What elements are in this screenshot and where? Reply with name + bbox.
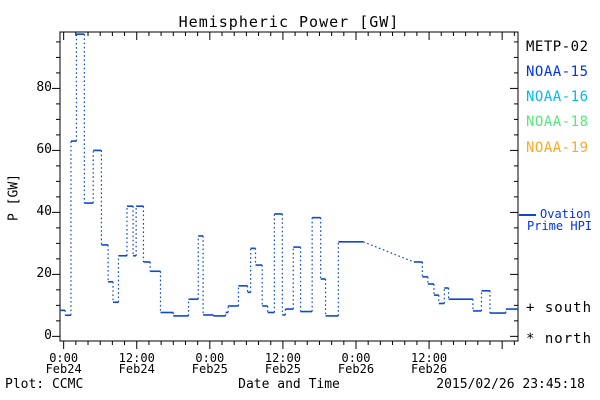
line-sample-icon (519, 213, 536, 216)
x-tick-label: 12:00 Feb25 (247, 351, 319, 376)
x-tick-time: 12:00 (118, 351, 155, 365)
timestamp-label: 2015/02/26 23:45:18 (436, 377, 585, 392)
ovation-legend-line1: Ovation (519, 208, 592, 220)
x-tick-label: 12:00 Feb26 (393, 351, 465, 376)
y-tick-label: 0 (44, 328, 52, 344)
plot-source-label: Plot: CCMC (5, 377, 84, 392)
x-tick-date: Feb26 (337, 362, 375, 376)
legend-satellite-label: METP-02 (526, 39, 589, 55)
ovation-label-1: Ovation (540, 207, 591, 221)
x-tick-date: Feb24 (45, 362, 82, 376)
x-tick-date: Feb25 (191, 362, 228, 376)
legend-satellite-label: NOAA-15 (526, 64, 589, 80)
x-tick-date: Feb25 (264, 362, 301, 376)
chart-title: Hemispheric Power [GW] (178, 13, 400, 31)
y-tick-label: 60 (36, 142, 52, 158)
x-tick-time: 0:00 (49, 351, 79, 365)
x-tick-time: 0:00 (341, 351, 371, 365)
x-tick-date: Feb24 (118, 362, 155, 376)
x-tick-date: Feb26 (411, 362, 448, 376)
legend-satellite-label: NOAA-18 (526, 114, 589, 130)
ovation-legend: Ovation Prime HPI (519, 208, 592, 232)
x-tick-label: 0:00 Feb25 (174, 351, 246, 376)
ovation-legend-line2: Prime HPI (527, 219, 593, 233)
legend-satellite-label: NOAA-19 (526, 140, 589, 156)
north-marker-label: * north (526, 331, 593, 347)
x-tick-time: 12:00 (411, 351, 448, 365)
x-tick-time: 0:00 (195, 351, 225, 365)
hpi-diagonal-connector (363, 241, 415, 263)
plot-frame (59, 31, 519, 342)
x-tick-label: 0:00 Feb26 (320, 351, 392, 376)
x-axis-title: Date and Time (238, 377, 340, 392)
x-tick-time: 12:00 (264, 351, 301, 365)
y-tick-label: 40 (36, 204, 52, 220)
x-tick-label: 0:00 Feb24 (28, 351, 100, 376)
x-tick-label: 12:00 Feb24 (101, 351, 173, 376)
y-tick-label: 80 (36, 80, 52, 96)
y-tick-label: 20 (36, 266, 52, 282)
south-marker-label: + south (526, 300, 593, 316)
legend-satellite-label: NOAA-16 (526, 89, 589, 105)
